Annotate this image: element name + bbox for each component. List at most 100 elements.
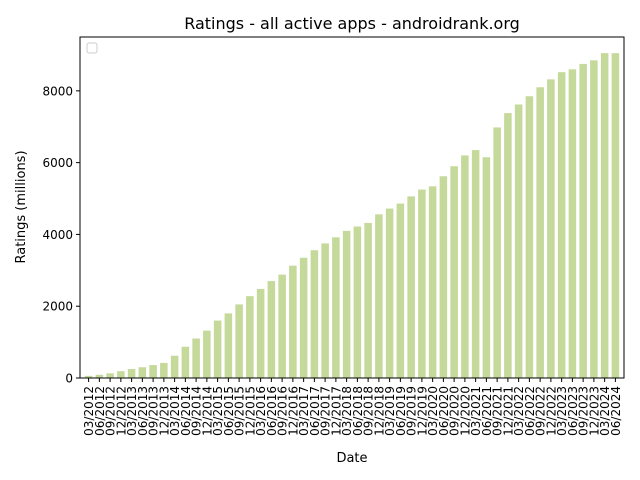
x-tick-label: 09/2018 bbox=[362, 386, 376, 436]
x-tick-label: 12/2022 bbox=[544, 386, 558, 436]
x-tick-label: 12/2018 bbox=[372, 386, 386, 436]
bar-09-2018 bbox=[364, 222, 372, 378]
x-tick-label: 06/2023 bbox=[566, 386, 580, 436]
x-tick-label: 03/2021 bbox=[469, 386, 483, 436]
x-tick-label: 03/2020 bbox=[426, 386, 440, 436]
bar-09-2017 bbox=[321, 243, 329, 378]
bar-12-2021 bbox=[504, 113, 512, 378]
chart-title: Ratings - all active apps - androidrank.… bbox=[184, 14, 520, 33]
x-tick-label: 03/2022 bbox=[512, 386, 526, 436]
x-tick-label: 06/2021 bbox=[480, 386, 494, 436]
y-tick-label: 0 bbox=[65, 372, 73, 386]
x-tick-label: 09/2012 bbox=[104, 386, 118, 436]
x-tick-label: 03/2013 bbox=[125, 386, 139, 436]
bar-06-2013 bbox=[138, 367, 147, 378]
bar-09-2023 bbox=[579, 63, 587, 379]
bar-03-2022 bbox=[514, 104, 523, 378]
bar-12-2022 bbox=[547, 79, 555, 379]
x-tick-label: 12/2016 bbox=[286, 386, 300, 436]
y-axis-label: Ratings (millions) bbox=[14, 150, 29, 263]
x-tick-label: 09/2015 bbox=[233, 386, 247, 436]
bar-06-2018 bbox=[353, 226, 362, 378]
x-tick-label: 12/2014 bbox=[200, 386, 214, 436]
bar-06-2023 bbox=[568, 69, 577, 378]
x-tick-label: 06/2013 bbox=[136, 386, 150, 436]
bar-03-2015 bbox=[213, 320, 222, 378]
bar-09-2020 bbox=[450, 166, 458, 378]
bar-06-2024 bbox=[611, 53, 620, 379]
x-tick-label: 12/2017 bbox=[329, 386, 343, 436]
bar-06-2012 bbox=[95, 374, 104, 378]
x-tick-label: 06/2012 bbox=[93, 386, 107, 436]
bar-09-2012 bbox=[106, 373, 114, 378]
bar-12-2020 bbox=[461, 155, 469, 378]
y-tick-label: 2000 bbox=[42, 300, 73, 314]
bar-03-2023 bbox=[557, 72, 566, 379]
bar-03-2012 bbox=[84, 375, 93, 378]
bar-12-2015 bbox=[246, 296, 254, 378]
bar-12-2018 bbox=[375, 214, 383, 378]
x-tick-label: 06/2022 bbox=[523, 386, 537, 436]
x-tick-label: 12/2023 bbox=[587, 386, 601, 436]
x-tick-label: 06/2017 bbox=[308, 386, 322, 436]
x-tick-label: 03/2018 bbox=[340, 386, 354, 436]
x-tick-label: 03/2023 bbox=[555, 386, 569, 436]
bar-03-2017 bbox=[299, 257, 308, 378]
legend-box bbox=[86, 42, 98, 54]
x-tick-label: 06/2014 bbox=[179, 386, 193, 436]
x-tick-label: 03/2014 bbox=[168, 386, 182, 436]
plot-frame bbox=[79, 36, 625, 379]
bar-03-2020 bbox=[428, 186, 437, 378]
bar-09-2015 bbox=[235, 304, 243, 378]
bar-12-2023 bbox=[590, 60, 598, 378]
x-axis: 03/201206/201209/201212/201203/201306/20… bbox=[82, 378, 623, 436]
x-tick-label: 12/2012 bbox=[114, 386, 128, 436]
bar-12-2013 bbox=[160, 362, 168, 378]
bar-06-2019 bbox=[396, 203, 405, 378]
bar-06-2015 bbox=[224, 313, 233, 378]
y-tick-label: 4000 bbox=[42, 228, 73, 242]
x-tick-label: 12/2020 bbox=[458, 386, 472, 436]
bar-06-2020 bbox=[439, 176, 448, 378]
x-tick-label: 03/2012 bbox=[82, 386, 96, 436]
bar-12-2019 bbox=[418, 189, 426, 378]
bar-09-2022 bbox=[536, 87, 544, 378]
x-tick-label: 06/2024 bbox=[609, 386, 623, 436]
bar-03-2014 bbox=[170, 355, 179, 378]
x-tick-label: 06/2018 bbox=[351, 386, 365, 436]
x-tick-label: 06/2020 bbox=[437, 386, 451, 436]
y-tick-label: 6000 bbox=[42, 156, 73, 170]
bar-03-2018 bbox=[342, 230, 351, 378]
bar-03-2019 bbox=[385, 208, 394, 378]
x-tick-label: 09/2017 bbox=[319, 386, 333, 436]
x-tick-label: 09/2021 bbox=[491, 386, 505, 436]
x-tick-label: 03/2015 bbox=[211, 386, 225, 436]
bar-06-2014 bbox=[181, 346, 190, 378]
y-tick-label: 8000 bbox=[42, 84, 73, 98]
bar-09-2014 bbox=[192, 338, 200, 378]
x-tick-label: 09/2019 bbox=[405, 386, 419, 436]
x-tick-label: 03/2019 bbox=[383, 386, 397, 436]
bar-03-2013 bbox=[127, 369, 136, 378]
bar-03-2021 bbox=[471, 150, 480, 378]
x-tick-label: 09/2020 bbox=[448, 386, 462, 436]
x-tick-label: 09/2022 bbox=[534, 386, 548, 436]
bar-09-2016 bbox=[278, 274, 286, 378]
x-tick-label: 09/2013 bbox=[147, 386, 161, 436]
x-tick-label: 09/2016 bbox=[276, 386, 290, 436]
x-tick-label: 12/2021 bbox=[501, 386, 515, 436]
bar-09-2021 bbox=[493, 127, 501, 378]
x-tick-label: 12/2013 bbox=[157, 386, 171, 436]
bar-06-2017 bbox=[310, 250, 319, 378]
bar-12-2012 bbox=[117, 371, 125, 378]
bar-06-2016 bbox=[267, 281, 276, 378]
bar-12-2014 bbox=[203, 330, 211, 378]
x-tick-label: 09/2023 bbox=[577, 386, 591, 436]
x-axis-label: Date bbox=[336, 451, 367, 466]
x-tick-label: 06/2016 bbox=[265, 386, 279, 436]
x-tick-label: 06/2015 bbox=[222, 386, 236, 436]
bar-06-2022 bbox=[525, 96, 534, 378]
bar-12-2017 bbox=[332, 237, 340, 378]
